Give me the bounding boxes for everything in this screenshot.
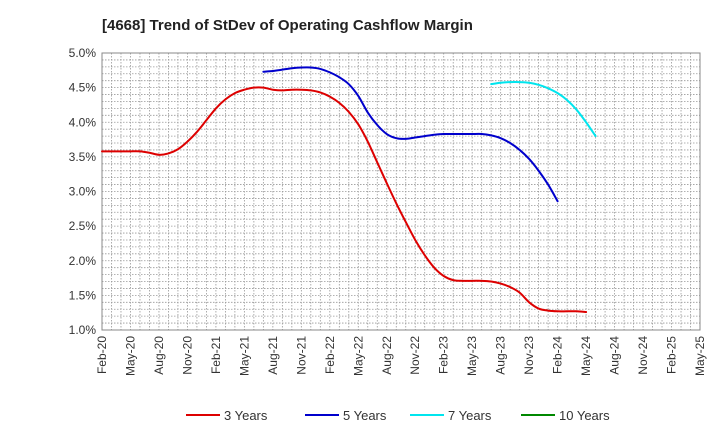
legend-label-3-years: 3 Years <box>224 408 268 423</box>
chart-title: [4668] Trend of StDev of Operating Cashf… <box>102 17 473 34</box>
x-tick-label: Nov-20 <box>180 336 194 375</box>
series-line-5-years <box>262 66 559 203</box>
legend: 3 Years 5 Years 7 Years 10 Years <box>186 408 610 423</box>
y-tick-label: 3.0% <box>69 185 97 199</box>
y-tick-label: 2.5% <box>69 219 97 233</box>
legend-label-7-years: 7 Years <box>448 408 492 423</box>
x-tick-label: May-23 <box>465 336 479 376</box>
x-tick-label: Nov-23 <box>522 336 536 375</box>
y-tick-label: 1.5% <box>69 288 97 302</box>
x-tick-label: May-20 <box>123 336 137 376</box>
x-tick-label: May-22 <box>351 336 365 376</box>
x-tick-label: Feb-20 <box>95 336 109 374</box>
x-tick-label: Feb-22 <box>323 336 337 374</box>
x-tick-label: Aug-24 <box>608 336 622 375</box>
y-tick-label: 4.5% <box>69 81 97 95</box>
y-tick-label: 4.0% <box>69 115 97 129</box>
plot-area: 1.0% 1.5% 2.0% 2.5% 3.0% 3.5% 4.0% 4.5% 5.0% Feb-… <box>69 46 707 376</box>
x-tick-label: Feb-23 <box>437 336 451 374</box>
y-tick-label: 3.5% <box>69 150 97 164</box>
x-tick-label: Nov-24 <box>636 336 650 375</box>
legend-label-10-years: 10 Years <box>559 408 610 423</box>
plot-border <box>101 52 701 331</box>
x-tick-label: Feb-21 <box>209 336 223 374</box>
x-tick-label: Aug-21 <box>266 336 280 375</box>
legend-label-5-years: 5 Years <box>343 408 387 423</box>
x-tick-label: May-25 <box>693 336 707 376</box>
y-tick-label: 5.0% <box>69 46 97 60</box>
x-tick-label: Aug-22 <box>380 336 394 375</box>
series-line-3-years <box>101 86 588 313</box>
x-tick-label: Feb-25 <box>665 336 679 374</box>
x-tick-label: Aug-20 <box>152 336 166 375</box>
x-tick-label: May-21 <box>237 336 251 376</box>
x-tick-label: Feb-24 <box>551 336 565 374</box>
y-tick-label: 1.0% <box>69 323 97 337</box>
series-line-7-years <box>490 81 597 138</box>
y-tick-label: 2.0% <box>69 254 97 268</box>
x-tick-label: May-24 <box>579 336 593 376</box>
x-tick-label: Nov-22 <box>408 336 422 375</box>
x-tick-label: Nov-21 <box>294 336 308 375</box>
x-tick-label: Aug-23 <box>494 336 508 375</box>
